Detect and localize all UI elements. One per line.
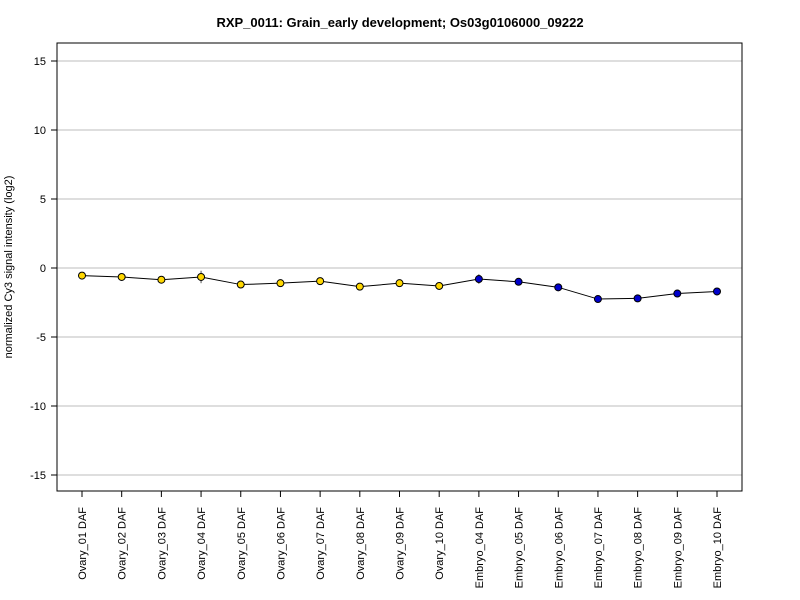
x-tick-label: Ovary_07 DAF xyxy=(315,507,327,580)
data-point xyxy=(355,282,364,291)
data-point xyxy=(554,283,563,292)
series-group xyxy=(78,270,721,304)
chart-title: RXP_0011: Grain_early development; Os03g… xyxy=(216,15,583,30)
x-tick-label: Embryo_10 DAF xyxy=(712,507,724,589)
y-tick-label: -5 xyxy=(36,332,46,344)
data-point xyxy=(197,272,206,281)
x-tick-label: Ovary_08 DAF xyxy=(355,507,367,580)
y-tick-label: -15 xyxy=(30,470,46,482)
data-point xyxy=(78,271,86,280)
x-tick-label: Ovary_10 DAF xyxy=(434,507,446,580)
y-tick-label: -10 xyxy=(30,401,46,413)
data-point xyxy=(713,287,721,296)
x-axis: Ovary_01 DAF Ovary_02 DAF Ovary_03 DAF Ovar… xyxy=(77,491,724,588)
series-line xyxy=(81,275,718,300)
x-tick-label: Embryo_08 DAF xyxy=(633,507,645,589)
x-tick-label: Embryo_04 DAF xyxy=(474,507,486,589)
x-tick-label: Embryo_09 DAF xyxy=(672,507,684,589)
x-tick-label: Ovary_09 DAF xyxy=(395,507,407,580)
y-tick-label: 10 xyxy=(34,125,46,137)
data-point xyxy=(593,295,602,304)
y-tick-label: 15 xyxy=(34,56,46,68)
data-point xyxy=(435,281,444,290)
data-point xyxy=(633,294,642,303)
y-tick-label: 0 xyxy=(40,263,46,275)
y-axis: 15 10 5 0 -5 -10 -15 xyxy=(30,56,57,482)
data-point xyxy=(157,275,166,284)
data-point xyxy=(117,272,126,281)
x-tick-label: Ovary_06 DAF xyxy=(275,507,287,580)
data-point xyxy=(514,277,523,286)
x-tick-label: Ovary_02 DAF xyxy=(117,507,129,580)
x-tick-label: Embryo_05 DAF xyxy=(514,507,526,589)
data-point xyxy=(236,280,245,289)
x-tick-label: Ovary_05 DAF xyxy=(236,507,248,580)
x-tick-label: Embryo_06 DAF xyxy=(553,507,565,589)
x-tick-label: Ovary_03 DAF xyxy=(156,507,168,580)
data-point xyxy=(316,277,325,286)
data-point xyxy=(395,279,404,288)
x-tick-label: Embryo_07 DAF xyxy=(593,507,605,589)
data-point xyxy=(673,289,682,298)
y-axis-label: normalized Cy3 signal intensity (log2) xyxy=(3,176,15,359)
gridlines xyxy=(57,60,742,476)
x-tick-label: Ovary_04 DAF xyxy=(196,507,208,580)
data-point xyxy=(276,279,285,288)
plot-area-frame xyxy=(56,42,743,492)
y-tick-label: 5 xyxy=(40,194,46,206)
x-tick-label: Ovary_01 DAF xyxy=(77,507,89,580)
data-point xyxy=(474,275,483,284)
